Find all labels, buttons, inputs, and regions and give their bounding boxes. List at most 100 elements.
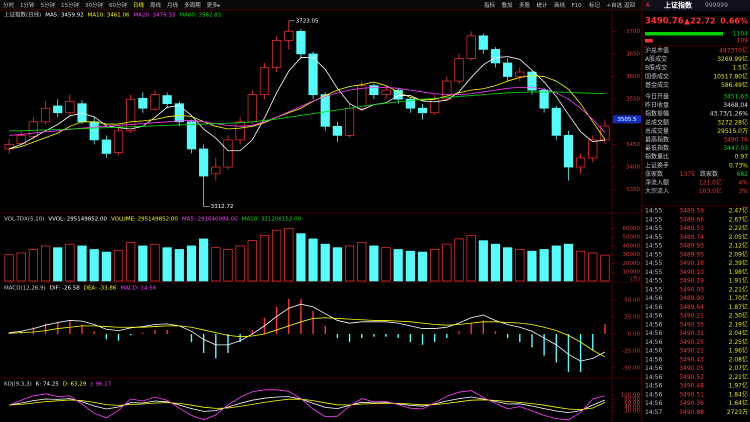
tick-price: 3490.52 (679, 374, 704, 381)
volume-bar (563, 243, 574, 282)
tool-button[interactable]: +自选 (607, 1, 623, 9)
stat-value: 3447.03 (723, 145, 748, 152)
period-tab[interactable]: 30分钟 (85, 1, 103, 9)
tick-time: 14:57 (645, 409, 662, 416)
tick-price: 3489.59 (679, 208, 704, 215)
candle-body (539, 89, 549, 109)
y-tick-label: 25.00 (624, 315, 640, 321)
stat-label: 国债成交 (645, 72, 669, 80)
tick-time: 14:55 (645, 225, 662, 232)
volume-bar (235, 245, 245, 282)
y-tick-label: 100.00 (621, 393, 641, 399)
period-tab[interactable]: 5分钟 (41, 1, 56, 9)
legend-item: D: 63.29 (63, 381, 87, 387)
candle-body (527, 71, 537, 91)
tool-button[interactable]: 标记 (589, 1, 601, 9)
stat-label: A股成交 (645, 55, 667, 63)
quote-change: ▲22.72 (684, 17, 715, 26)
quote-header-bg (643, 0, 750, 11)
volume-bar (77, 245, 87, 282)
tick-price: 3490.31 (679, 330, 704, 337)
volume-bar (211, 247, 221, 282)
stat-label: 净流入额 (645, 179, 669, 187)
tick-time: 14:55 (645, 286, 662, 293)
candle-body (417, 107, 428, 114)
tick-time: 14:56 (645, 321, 662, 328)
breadth-label: 1104 (733, 31, 748, 38)
volume-bar (247, 240, 257, 282)
legend-item: VOLUME: 295149852.00 (111, 216, 178, 222)
quote-pct: 0.66% (720, 17, 748, 26)
tick-price: 3490.03 (679, 286, 704, 293)
stat-value: 3468.04 (723, 102, 748, 109)
period-tab[interactable]: 月线 (167, 1, 179, 9)
tool-button[interactable]: 画线 (554, 1, 566, 9)
y-tick-label: 20000 (623, 261, 641, 267)
stat-value: 3451.63 (723, 94, 748, 101)
y-tick-label: 3600 (626, 74, 640, 80)
tool-button[interactable]: F10 (572, 3, 583, 9)
candle-body (466, 35, 476, 59)
tick-price: 3490.48 (679, 383, 704, 390)
period-tab[interactable]: 分时 (3, 1, 15, 9)
y-tick-label: 60000 (623, 226, 641, 232)
volume-bar (40, 245, 51, 282)
stat-label: 基金成交 (645, 81, 669, 89)
stat-value: 29515.0万 (717, 128, 748, 135)
candle-body (588, 139, 598, 159)
indicator-line (9, 396, 606, 414)
candle-body (65, 101, 75, 114)
volume-bar (442, 243, 452, 282)
volume-bar (162, 247, 172, 282)
legend: KDJ(9,3,3) K: 74.25 D: 63.29 J: 96.17 (4, 381, 112, 387)
tick-price: 3490.43 (679, 356, 704, 363)
tool-button[interactable]: 叠加 (502, 1, 513, 9)
cursor-box (613, 115, 641, 124)
volume-bar (478, 240, 488, 282)
period-tab[interactable]: 1分钟 (20, 1, 35, 9)
tick-volume: 2.19亿 (729, 320, 748, 328)
tick-time: 14:55 (645, 216, 662, 223)
tool-button[interactable]: 返回 (624, 2, 636, 9)
tick-time: 14:56 (645, 330, 662, 337)
tick-price: 3489.95 (679, 251, 704, 258)
volume-bar (199, 238, 209, 282)
candle-body (563, 135, 574, 168)
period-tab[interactable]: 周线 (150, 1, 162, 9)
stat-label: 沪总市值 (645, 47, 669, 55)
period-tab[interactable]: 60分钟 (109, 1, 127, 9)
tick-volume: 2.05亿 (729, 233, 748, 241)
tick-time: 14:56 (645, 374, 662, 381)
volume-bar (223, 249, 233, 282)
volume-bar (138, 245, 148, 282)
candle-body (138, 97, 148, 109)
volume-bar (405, 250, 415, 282)
period-tab[interactable]: 日线 (133, 1, 145, 9)
tick-time: 14:55 (645, 269, 662, 276)
tool-button[interactable]: 多股 (519, 1, 531, 9)
quote-code: 999999 (705, 2, 728, 9)
legend-item: MA10: 3461.06 (88, 12, 130, 18)
stat-value: 1.5亿 (732, 64, 748, 72)
tool-button[interactable]: 统计 (537, 1, 549, 9)
volume-bar (600, 254, 610, 282)
tool-button[interactable]: 指标 (484, 1, 496, 9)
stat-label: 总成交量 (645, 127, 669, 135)
y-tick-label: 30000 (623, 252, 641, 258)
tick-time: 14:56 (645, 339, 662, 346)
period-tab[interactable]: 15分钟 (61, 1, 79, 9)
volume-bar (369, 245, 379, 282)
period-tab[interactable]: 更多▸ (207, 1, 221, 9)
volume-bar (393, 249, 403, 282)
stat-label: 大宗流入 (645, 187, 669, 195)
indicator-line (8, 389, 606, 421)
period-tab[interactable]: 多周期 (184, 1, 201, 9)
volume-bar (126, 242, 136, 282)
candle-body (101, 139, 111, 154)
stat-label: 今日开盘 (645, 93, 669, 101)
y-tick-label: 3550 (626, 97, 640, 103)
legend-item: VOL-TDX(5,10) (4, 216, 44, 222)
volume-bar (344, 245, 355, 282)
candle-body (405, 98, 415, 109)
stat-label: B股成交 (645, 64, 667, 72)
